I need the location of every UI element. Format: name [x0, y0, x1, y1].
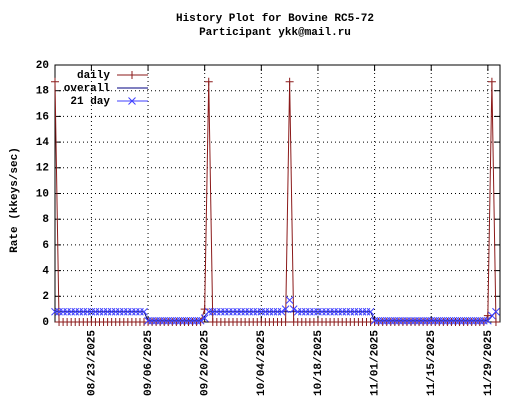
x-tick-label: 11/01/2025 — [369, 330, 381, 396]
y-tick-label: 20 — [36, 60, 49, 72]
legend-label: overall — [64, 83, 111, 95]
cross-marker — [277, 307, 286, 316]
chart-title: History Plot for Bovine RC5-72 — [176, 13, 374, 25]
y-tick-label: 10 — [36, 188, 49, 200]
y-axis-label: Rate (kkeys/sec) — [9, 147, 21, 253]
y-tick-label: 12 — [36, 163, 49, 175]
x-tick-label: 10/18/2025 — [313, 330, 325, 396]
x-tick-label: 11/29/2025 — [483, 330, 495, 396]
cross-marker — [196, 316, 205, 325]
plus-marker — [128, 71, 136, 79]
plus-marker — [491, 318, 500, 326]
x-tick-label: 11/15/2025 — [426, 330, 438, 396]
y-tick-label: 2 — [42, 291, 49, 303]
cross-marker — [285, 296, 294, 305]
x-tick-label: 10/04/2025 — [256, 330, 268, 396]
legend-label: 21 day — [70, 96, 110, 108]
plus-marker — [285, 77, 294, 86]
legend-label: daily — [77, 70, 110, 82]
cross-marker — [128, 97, 136, 105]
chart-subtitle: Participant ykk@mail.ru — [199, 27, 351, 39]
cross-marker — [484, 316, 492, 325]
cross-marker — [289, 305, 298, 314]
y-tick-label: 14 — [36, 137, 50, 149]
plus-marker — [200, 305, 209, 314]
y-tick-label: 6 — [42, 240, 49, 252]
cross-marker — [492, 307, 500, 316]
y-tick-label: 8 — [42, 214, 49, 226]
plus-marker — [487, 77, 496, 86]
cross-marker — [281, 305, 290, 314]
x-tick-label: 09/20/2025 — [200, 330, 212, 396]
y-tick-label: 4 — [42, 266, 49, 278]
y-tick-label: 18 — [36, 86, 50, 98]
plus-marker — [483, 311, 492, 320]
plus-marker — [204, 77, 213, 86]
x-tick-label: 08/23/2025 — [86, 330, 98, 396]
plus-marker — [51, 77, 59, 86]
x-tick-label: 09/06/2025 — [143, 330, 155, 396]
cross-marker — [140, 307, 148, 316]
cross-marker — [200, 314, 209, 322]
cross-marker — [366, 307, 375, 316]
y-tick-label: 16 — [36, 111, 49, 123]
y-tick-label: 0 — [42, 317, 49, 329]
plus-marker — [281, 318, 290, 326]
